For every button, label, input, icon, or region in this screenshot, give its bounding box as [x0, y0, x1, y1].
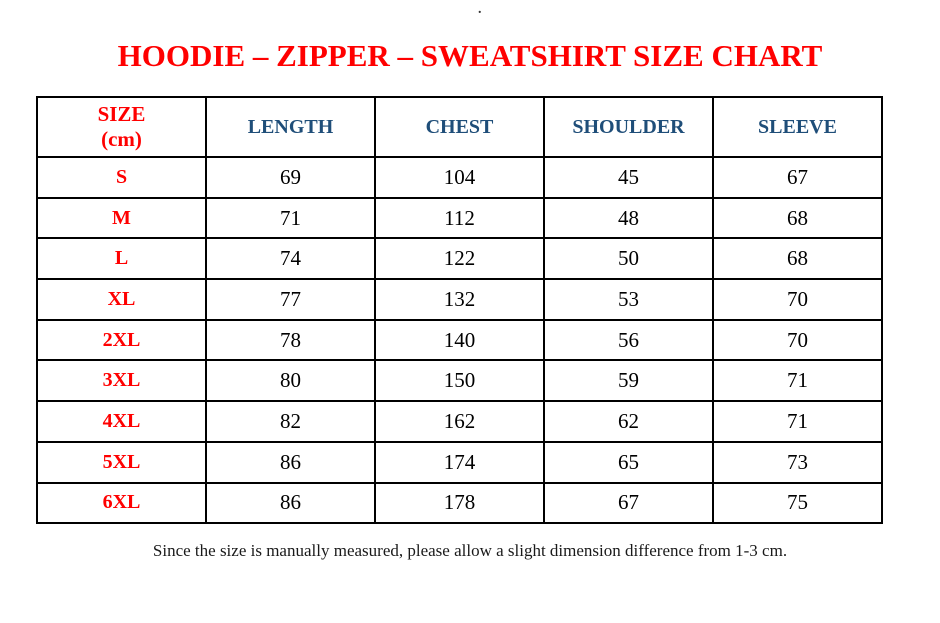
length-value: 77 — [205, 278, 376, 321]
size-label: S — [36, 156, 207, 199]
length-value: 78 — [205, 318, 376, 362]
length-value: 74 — [205, 237, 376, 281]
shoulder-value: 56 — [543, 318, 714, 362]
table-row-xl: XL 77 132 53 70 — [36, 278, 883, 321]
page-title: HOODIE – ZIPPER – SWEATSHIRT SIZE CHART — [117, 38, 823, 73]
size-label: 4XL — [36, 400, 207, 443]
size-label: 3XL — [36, 359, 207, 403]
shoulder-value: 59 — [543, 359, 714, 403]
column-header-sleeve: SLEEVE — [712, 96, 883, 158]
footnote: Since the size is manually measured, ple… — [152, 541, 788, 560]
shoulder-value: 62 — [543, 400, 714, 443]
sleeve-value: 68 — [712, 237, 883, 281]
size-chart-table: SIZE (cm) LENGTH CHEST SHOULDER SLEEVE S… — [36, 96, 883, 525]
size-header-line1: SIZE — [97, 101, 146, 126]
sleeve-value: 73 — [712, 440, 883, 484]
column-header-shoulder: SHOULDER — [543, 96, 714, 158]
sleeve-value: 67 — [712, 156, 883, 199]
length-value: 86 — [205, 440, 376, 484]
table-row-2xl: 2XL 78 140 56 70 — [36, 318, 883, 362]
chest-value: 174 — [374, 440, 545, 484]
table-row-5xl: 5XL 86 174 65 73 — [36, 440, 883, 484]
shoulder-value: 45 — [543, 156, 714, 199]
chest-value: 178 — [374, 481, 545, 525]
length-value: 80 — [205, 359, 376, 403]
shoulder-value: 48 — [543, 196, 714, 240]
column-header-length: LENGTH — [205, 96, 376, 158]
stray-dot: . — [478, 9, 482, 13]
shoulder-value: 67 — [543, 481, 714, 525]
table-body: S 69 104 45 67 M 71 112 48 68 L 74 122 5… — [36, 156, 883, 525]
length-value: 82 — [205, 400, 376, 443]
length-value: 71 — [205, 196, 376, 240]
table-row-l: L 74 122 50 68 — [36, 237, 883, 281]
size-label: 2XL — [36, 318, 207, 362]
table-row-s: S 69 104 45 67 — [36, 156, 883, 199]
chest-value: 112 — [374, 196, 545, 240]
size-label: 5XL — [36, 440, 207, 484]
column-header-chest: CHEST — [374, 96, 545, 158]
sleeve-value: 71 — [712, 359, 883, 403]
table-row-6xl: 6XL 86 178 67 75 — [36, 481, 883, 525]
sleeve-value: 71 — [712, 400, 883, 443]
shoulder-value: 50 — [543, 237, 714, 281]
chest-value: 132 — [374, 278, 545, 321]
length-value: 86 — [205, 481, 376, 525]
chest-value: 150 — [374, 359, 545, 403]
shoulder-value: 53 — [543, 278, 714, 321]
table-header: SIZE (cm) LENGTH CHEST SHOULDER SLEEVE — [36, 96, 883, 158]
size-label: L — [36, 237, 207, 281]
size-header-line2: (cm) — [101, 127, 142, 151]
sleeve-value: 68 — [712, 196, 883, 240]
sleeve-value: 70 — [712, 318, 883, 362]
chest-value: 104 — [374, 156, 545, 199]
sleeve-value: 75 — [712, 481, 883, 525]
chest-value: 162 — [374, 400, 545, 443]
size-label: XL — [36, 278, 207, 321]
column-header-size: SIZE (cm) — [36, 96, 207, 158]
sleeve-value: 70 — [712, 278, 883, 321]
length-value: 69 — [205, 156, 376, 199]
header-row: SIZE (cm) LENGTH CHEST SHOULDER SLEEVE — [36, 96, 883, 158]
chest-value: 122 — [374, 237, 545, 281]
table-row-4xl: 4XL 82 162 62 71 — [36, 400, 883, 443]
size-label: 6XL — [36, 481, 207, 525]
table-row-m: M 71 112 48 68 — [36, 196, 883, 240]
size-label: M — [36, 196, 207, 240]
shoulder-value: 65 — [543, 440, 714, 484]
chest-value: 140 — [374, 318, 545, 362]
table-row-3xl: 3XL 80 150 59 71 — [36, 359, 883, 403]
